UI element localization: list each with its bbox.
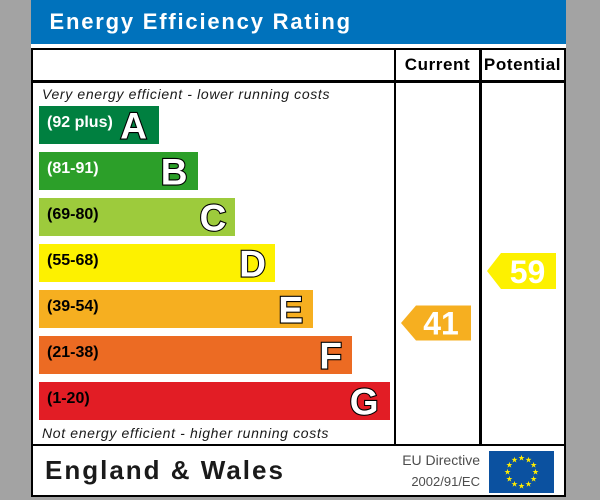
svg-text:59: 59 <box>510 254 546 290</box>
svg-text:D: D <box>239 243 266 284</box>
svg-text:E: E <box>278 289 303 330</box>
svg-text:C: C <box>200 197 227 238</box>
svg-text:G: G <box>350 381 379 422</box>
svg-text:A: A <box>120 105 147 146</box>
svg-text:F: F <box>319 335 342 376</box>
svg-text:41: 41 <box>423 305 459 341</box>
svg-text:B: B <box>161 151 188 192</box>
